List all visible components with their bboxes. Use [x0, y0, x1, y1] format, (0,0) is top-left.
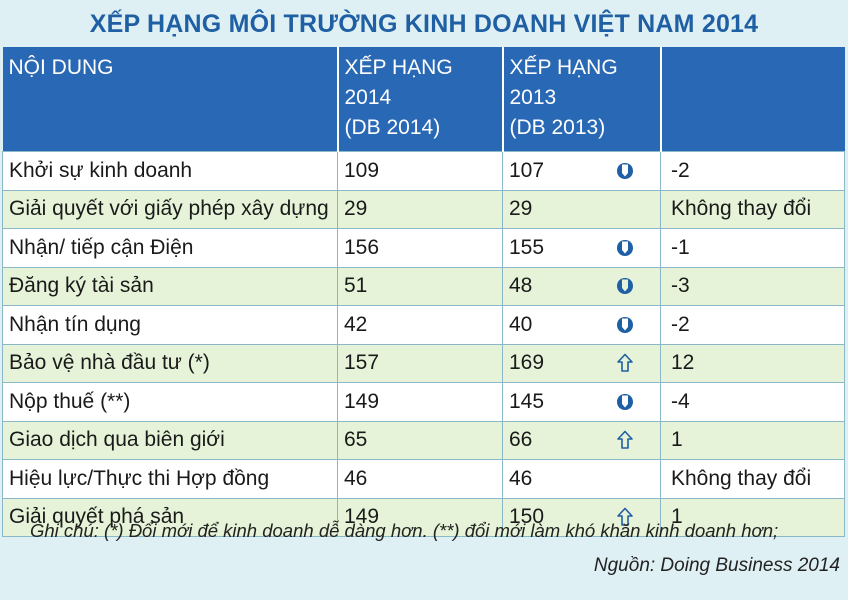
rank-2013-cell: 29: [502, 189, 661, 229]
rank-2014-cell: 157: [337, 343, 503, 383]
rank-2013-value: 145: [509, 389, 545, 413]
rank-2014-cell: 42: [337, 305, 503, 345]
rank-2013-value: 150: [509, 505, 545, 529]
row-label: Nhận/ tiếp cận Điện: [2, 228, 338, 268]
change-cell: Không thay đổi: [660, 189, 845, 229]
rank-2014-cell: 149: [337, 382, 503, 422]
row-label: Đăng ký tài sản: [2, 266, 338, 306]
row-label: Giải quyết phá sản: [2, 497, 338, 537]
header-rank-2013: XẾP HẠNG 2013 (DB 2013): [502, 47, 662, 152]
rank-2014-cell: 65: [337, 420, 503, 460]
table-row: Bảo vệ nhà đầu tư (*) 157 169 12: [2, 343, 845, 383]
change-cell: -2: [660, 305, 845, 345]
row-label: Giải quyết với giấy phép xây dựng: [2, 189, 338, 229]
up-arrow-icon: [617, 507, 633, 527]
rank-2013-value: 29: [509, 197, 533, 221]
rank-2014-cell: 51: [337, 266, 503, 306]
row-label: Bảo vệ nhà đầu tư (*): [2, 343, 338, 383]
row-label: Nộp thuế (**): [2, 382, 338, 422]
down-arrow-icon: [617, 393, 633, 410]
table-row: Nộp thuế (**) 149 145 -4: [2, 382, 845, 422]
rank-2013-cell: 48: [502, 266, 661, 306]
change-cell: -1: [660, 228, 845, 268]
header-rank-2013-line2: (DB 2013): [509, 116, 606, 139]
rank-2014-cell: 46: [337, 459, 503, 499]
down-arrow-icon: [617, 316, 633, 333]
up-arrow-icon: [617, 430, 633, 450]
table-row: Đăng ký tài sản 51 48 -3: [2, 266, 845, 306]
rank-2013-cell: 155: [502, 228, 661, 268]
table-row: Nhận tín dụng 42 40 -2: [2, 305, 845, 345]
rank-2014-cell: 109: [337, 151, 503, 191]
rank-2013-value: 66: [509, 428, 533, 452]
table-row: Nhận/ tiếp cận Điện 156 155 -1: [2, 228, 845, 268]
footer-note: Ghi chú: (*) Đổi mới để kinh doanh dễ dà…: [30, 520, 779, 541]
change-cell: -2: [660, 151, 845, 191]
rank-2013-cell: 169: [502, 343, 661, 383]
rank-2013-value: 169: [509, 351, 545, 375]
down-arrow-icon: [617, 162, 633, 179]
table-row: Giao dịch qua biên giới 65 66 1: [2, 420, 845, 460]
footer-source: Nguồn: Doing Business 2014: [593, 555, 840, 576]
rank-2013-value: 46: [509, 466, 533, 490]
change-cell: 12: [660, 343, 845, 383]
up-arrow-icon: [617, 353, 633, 373]
header-content: NỘI DUNG: [2, 47, 339, 152]
rank-2013-cell: 145: [502, 382, 661, 422]
header-content-label: NỘI DUNG: [8, 56, 114, 79]
header-rank-2014-line2: (DB 2014): [344, 116, 441, 139]
rank-2013-cell: 46: [502, 459, 661, 499]
header-rank-2013-line1: XẾP HẠNG 2013: [509, 56, 618, 109]
table-row: Giải quyết với giấy phép xây dựng 29 29 Khô…: [2, 189, 845, 229]
rank-2013-value: 40: [509, 312, 533, 336]
change-cell: 1: [660, 497, 845, 537]
rank-2014-cell: 29: [337, 189, 503, 229]
table-header-row: NỘI DUNG XẾP HẠNG 2014 (DB 2014) XẾP HẠN…: [2, 47, 845, 152]
header-change: [660, 47, 845, 152]
rank-2013-cell: 150: [502, 497, 661, 537]
rank-2013-cell: 66: [502, 420, 661, 460]
rank-2013-value: 107: [509, 158, 545, 182]
row-label: Hiệu lực/Thực thi Hợp đồng: [2, 459, 338, 499]
down-arrow-icon: [617, 278, 633, 295]
change-cell: -4: [660, 382, 845, 422]
change-cell: -3: [660, 266, 845, 306]
header-rank-2014-line1: XẾP HẠNG 2014: [344, 56, 453, 109]
table-row: Giải quyết phá sản 149 150 1: [2, 497, 845, 537]
rank-2013-cell: 40: [502, 305, 661, 345]
rank-2013-cell: 107: [502, 151, 661, 191]
down-arrow-icon: [617, 239, 633, 256]
table-row: Khởi sự kinh doanh 109 107 -2: [2, 151, 845, 191]
row-label: Giao dịch qua biên giới: [2, 420, 338, 460]
ranking-table: NỘI DUNG XẾP HẠNG 2014 (DB 2014) XẾP HẠN…: [2, 47, 845, 537]
change-cell: 1: [660, 420, 845, 460]
change-cell: Không thay đổi: [660, 459, 845, 499]
rank-2013-value: 48: [509, 274, 533, 298]
row-label: Khởi sự kinh doanh: [2, 151, 338, 191]
table-row: Hiệu lực/Thực thi Hợp đồng 46 46 Không thay…: [2, 459, 845, 499]
header-rank-2014: XẾP HẠNG 2014 (DB 2014): [337, 47, 504, 152]
row-label: Nhận tín dụng: [2, 305, 338, 345]
rank-2014-cell: 156: [337, 228, 503, 268]
rank-2013-value: 155: [509, 235, 545, 259]
page-title: XẾP HẠNG MÔI TRƯỜNG KINH DOANH VIỆT NAM …: [89, 10, 759, 38]
